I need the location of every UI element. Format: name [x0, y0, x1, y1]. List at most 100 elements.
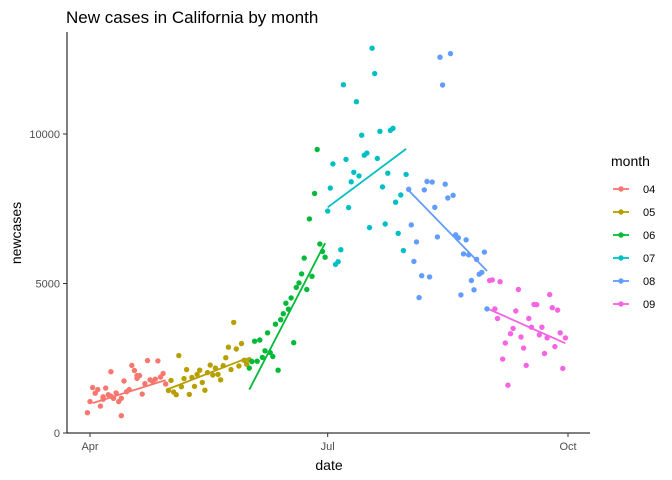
point-08-4	[416, 294, 422, 301]
legend-item-05: 05	[613, 207, 655, 219]
point-08-28	[479, 269, 485, 276]
point-09-3	[494, 315, 501, 322]
point-06-0	[246, 365, 252, 371]
point-09-27	[557, 330, 563, 336]
point-07-0	[325, 208, 331, 214]
point-05-26	[233, 346, 239, 352]
point-04-4	[95, 386, 101, 393]
point-07-25	[390, 125, 396, 131]
trend-line-05	[168, 357, 248, 390]
legend-item-09: 09	[613, 299, 655, 311]
point-07-12	[356, 173, 362, 179]
point-08-14	[442, 181, 448, 187]
point-07-1	[327, 185, 333, 191]
legend-label-07: 07	[643, 253, 655, 265]
point-06-12	[278, 317, 284, 323]
legend-label-06: 06	[643, 230, 655, 242]
point-09-28	[560, 365, 566, 372]
x-tick-label-apr: Apr	[81, 441, 98, 453]
point-06-16	[288, 295, 294, 301]
point-08-5	[419, 273, 425, 279]
trend-lines	[92, 148, 566, 404]
point-09-1	[489, 277, 495, 283]
legend-title: month	[611, 153, 650, 169]
point-05-16	[207, 362, 213, 368]
point-09-5	[500, 356, 506, 362]
point-07-18	[372, 70, 378, 77]
y-tick-label-5000: 5000	[36, 279, 60, 291]
point-08-13	[439, 82, 446, 88]
point-05-17	[210, 372, 216, 378]
point-05-11	[194, 371, 200, 378]
legend-label-05: 05	[643, 207, 655, 219]
legend-label-08: 08	[643, 276, 655, 288]
point-04-2	[89, 384, 96, 391]
trend-line-07	[327, 148, 407, 209]
trend-line-06	[248, 242, 326, 391]
y-axis-title: newcases	[8, 202, 24, 264]
legend-key-point-07	[618, 255, 624, 261]
point-04-33	[108, 369, 114, 375]
point-08-12	[437, 54, 443, 60]
point-07-11	[353, 99, 360, 105]
point-04-29	[160, 370, 166, 377]
point-05-12	[197, 367, 203, 373]
point-07-4	[335, 259, 341, 265]
point-08-22	[463, 237, 469, 243]
point-06-17	[291, 340, 297, 346]
point-06-29	[322, 254, 328, 260]
point-09-11	[515, 286, 522, 293]
point-06-6	[262, 348, 268, 354]
legend-key-point-08	[618, 278, 624, 284]
point-05-13	[199, 379, 205, 386]
chart-title: New cases in California by month	[66, 8, 318, 27]
point-09-21	[541, 350, 548, 357]
point-07-9	[348, 179, 354, 185]
point-06-24	[309, 273, 315, 279]
legend-item-06: 06	[613, 230, 655, 242]
point-09-18	[534, 302, 540, 308]
point-06-4	[257, 337, 263, 343]
point-09-4	[497, 279, 503, 285]
point-06-19	[296, 280, 302, 286]
point-05-8	[186, 391, 192, 398]
point-05-25	[231, 319, 237, 326]
point-08-3	[413, 239, 420, 245]
point-04-23	[144, 357, 151, 364]
point-09-20	[539, 324, 545, 330]
trend-line-04	[92, 379, 166, 404]
point-09-9	[510, 325, 516, 332]
point-07-2	[330, 161, 336, 167]
point-08-30	[484, 306, 490, 312]
point-09-23	[547, 291, 553, 298]
point-09-6	[502, 340, 508, 346]
point-06-1	[249, 358, 255, 365]
point-06-20	[298, 271, 305, 277]
point-09-25	[552, 343, 558, 350]
point-06-22	[304, 286, 310, 293]
point-04-13	[118, 395, 125, 401]
point-04-34	[100, 394, 106, 400]
point-04-14	[121, 378, 127, 384]
point-05-4	[176, 352, 182, 359]
legend: month 04 05 06 07 08 09	[611, 153, 655, 311]
point-05-10	[191, 383, 198, 390]
point-07-29	[400, 247, 407, 254]
point-06-2	[251, 338, 258, 344]
point-06-26	[314, 146, 320, 153]
point-09-10	[513, 308, 519, 314]
point-06-21	[301, 255, 307, 261]
point-09-14	[523, 362, 529, 369]
point-05-22	[223, 355, 229, 361]
point-07-22	[382, 221, 388, 227]
point-07-6	[340, 82, 347, 88]
point-07-10	[351, 169, 357, 175]
legend-keys: 04 05 06 07 08 09	[613, 184, 655, 311]
point-06-11	[275, 367, 281, 373]
x-axis-title: date	[315, 457, 342, 473]
point-04-30	[163, 381, 169, 387]
point-07-17	[369, 45, 375, 51]
point-06-14	[283, 300, 289, 306]
trend-line-09	[489, 308, 566, 345]
